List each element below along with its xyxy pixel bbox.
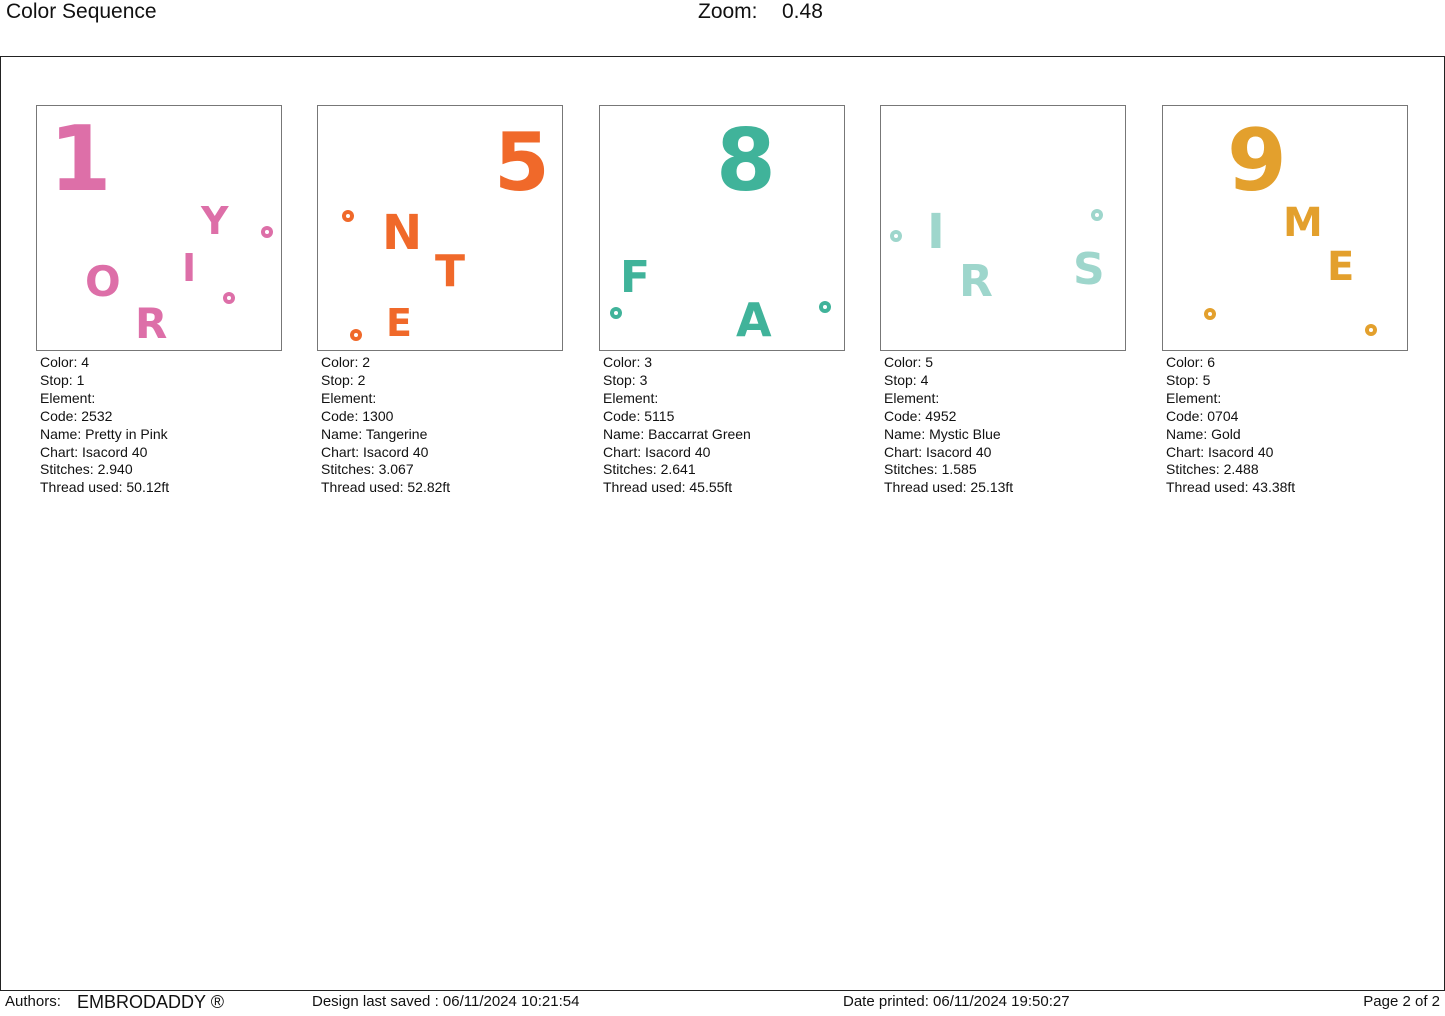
flower-icon (1091, 209, 1103, 221)
thread-info-3: Color: 3 Stop: 3 Element: Code: 5115 Nam… (603, 354, 751, 497)
stitch-count: Stitches: 2.488 (1166, 461, 1259, 478)
stop-number: Stop: 3 (603, 371, 648, 388)
thread-used: Thread used: 50.12ft (40, 479, 170, 496)
glyph: O (85, 257, 121, 306)
page-header: Color Sequence Zoom: 0.48 (0, 0, 1445, 56)
thumbnail-5: 9 M E (1162, 105, 1408, 351)
flower-icon (1204, 308, 1216, 320)
flower-icon (610, 307, 622, 319)
page-number: Page 2 of 2 (1363, 993, 1440, 1010)
flower-icon (342, 210, 354, 222)
thumbnail-art-5: 9 M E (1204, 111, 1377, 336)
glyph: E (386, 301, 412, 345)
glyph: F (620, 252, 650, 303)
thumbnail-1: 1 Y I O R (36, 105, 282, 351)
color-number: Color: 5 (884, 354, 934, 370)
glyph: R (959, 256, 993, 307)
thread-code: Code: 4952 (884, 407, 957, 424)
glyph: 1 (49, 107, 112, 212)
thread-name: Name: Pretty in Pink (40, 425, 168, 442)
element-field: Element: (321, 389, 377, 406)
thread-name: Name: Gold (1166, 425, 1241, 442)
flower-icon (890, 230, 902, 242)
thread-info-2: Color: 2 Stop: 2 Element: Code: 1300 Nam… (321, 354, 450, 497)
stitch-count: Stitches: 2.940 (40, 461, 133, 478)
color-number: Color: 6 (1166, 354, 1216, 370)
flower-icon (1365, 324, 1377, 336)
glyph: T (435, 246, 465, 297)
stop-number: Stop: 5 (1166, 371, 1211, 388)
page-footer: Authors: EMBRODADDY ® Design last saved … (0, 991, 1445, 1016)
thread-chart: Chart: Isacord 40 (603, 443, 711, 460)
thread-chart: Chart: Isacord 40 (40, 443, 148, 460)
thumbnail-2: 5 N T E (317, 105, 563, 351)
stitch-count: Stitches: 3.067 (321, 461, 414, 478)
thread-chart: Chart: Isacord 40 (1166, 443, 1274, 460)
flower-icon (223, 292, 235, 304)
authors-label: Authors: (5, 993, 61, 1010)
thread-code: Code: 0704 (1166, 407, 1239, 424)
thumbnail-art-4: I R S (890, 204, 1105, 307)
flower-icon (261, 226, 273, 238)
element-field: Element: (1166, 389, 1222, 406)
design-last-saved: Design last saved : 06/11/2024 10:21:54 (312, 993, 580, 1010)
thread-code: Code: 1300 (321, 407, 394, 424)
element-field: Element: (40, 389, 96, 406)
thumbnail-art-3: 8 F A (610, 111, 831, 347)
color-number: Color: 4 (40, 354, 90, 370)
page-title: Color Sequence (6, 0, 157, 23)
thread-info-5: Color: 6 Stop: 5 Element: Code: 0704 Nam… (1166, 354, 1295, 497)
glyph: E (1327, 244, 1354, 290)
thread-name: Name: Tangerine (321, 425, 428, 442)
thread-name: Name: Baccarrat Green (603, 425, 751, 442)
glyph: I (927, 204, 945, 260)
element-field: Element: (884, 389, 940, 406)
glyph: M (1283, 200, 1323, 246)
glyph: Y (200, 199, 229, 243)
glyph: 9 (1227, 111, 1287, 211)
glyph: 8 (716, 111, 776, 211)
glyph: 5 (494, 116, 550, 209)
thread-code: Code: 5115 (603, 407, 675, 424)
thread-chart: Chart: Isacord 40 (884, 443, 992, 460)
thumbnail-art-2: 5 N T E (342, 116, 550, 345)
color-number: Color: 2 (321, 354, 371, 370)
thread-used: Thread used: 45.55ft (603, 479, 733, 496)
element-field: Element: (603, 389, 659, 406)
thread-used: Thread used: 43.38ft (1166, 479, 1296, 496)
stop-number: Stop: 1 (40, 371, 85, 388)
glyph: R (135, 299, 167, 348)
authors-value: EMBRODADDY ® (77, 992, 224, 1012)
thread-info-4: Color: 5 Stop: 4 Element: Code: 4952 Nam… (884, 354, 1013, 497)
stitch-count: Stitches: 1.585 (884, 461, 977, 478)
thumbnail-4: I R S (880, 105, 1126, 351)
thumbnail-3: 8 F A (599, 105, 845, 351)
thread-info-1: Color: 4 Stop: 1 Element: Code: 2532 Nam… (40, 354, 169, 497)
glyph-group-1: 1 Y I O R (49, 107, 229, 348)
stop-number: Stop: 4 (884, 371, 929, 388)
glyph: I (182, 246, 196, 290)
date-printed: Date printed: 06/11/2024 19:50:27 (843, 993, 1070, 1010)
stitch-count: Stitches: 2.641 (603, 461, 696, 478)
thread-used: Thread used: 52.82ft (321, 479, 451, 496)
thumbnail-art-1: 1 Y I O R (49, 107, 273, 348)
glyph: A (736, 293, 772, 347)
glyph: N (382, 205, 422, 261)
flower-icon (350, 329, 362, 341)
thread-code: Code: 2532 (40, 407, 113, 424)
stop-number: Stop: 2 (321, 371, 366, 388)
zoom-value: 0.48 (782, 0, 823, 23)
glyph: S (1073, 244, 1105, 295)
thread-used: Thread used: 25.13ft (884, 479, 1014, 496)
thread-name: Name: Mystic Blue (884, 425, 1001, 442)
zoom-label: Zoom: (698, 0, 758, 23)
color-number: Color: 3 (603, 354, 653, 370)
thread-chart: Chart: Isacord 40 (321, 443, 429, 460)
flower-icon (819, 301, 831, 313)
